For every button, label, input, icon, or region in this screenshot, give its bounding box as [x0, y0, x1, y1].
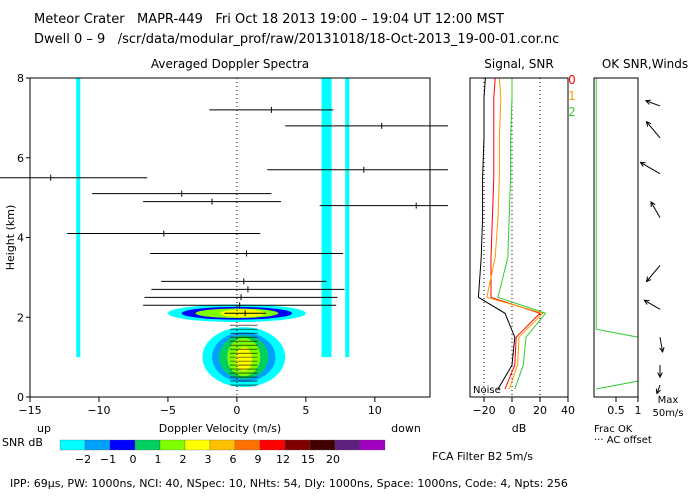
signal-axes-frame: [469, 77, 569, 398]
header-dwell-line: Dwell 0 – 9 /scr/data/modular_prof/raw/2…: [34, 32, 559, 47]
colorbar-tick-label: 15: [301, 453, 315, 466]
dwell-range: Dwell 0 – 9: [34, 32, 106, 47]
signal-series-line: [490, 77, 541, 390]
colorbar-tick-label: 20: [326, 453, 340, 466]
mode-legend-item: 1: [568, 89, 576, 103]
colorbar-tick-label: 9: [255, 453, 262, 466]
frac-ok-line: [595, 78, 639, 390]
colorbar-swatch: [309, 439, 336, 451]
signal-x-tick-label: −20: [472, 404, 495, 417]
wind-arrow-head: [643, 299, 650, 305]
wind-arrow-head: [644, 99, 651, 105]
signal-x-tick-label: 20: [533, 404, 547, 417]
noise-label: Noise: [473, 385, 501, 396]
ok-x-tick-label: 1: [635, 404, 642, 417]
spectra-x-tick-label: −15: [18, 404, 41, 417]
ac-offset-label: ··· AC offset: [594, 435, 652, 446]
spectra-x-tick-label: 5: [302, 404, 309, 417]
colorbar-tick-label: 1: [155, 453, 162, 466]
wind-arrow-head: [655, 388, 661, 395]
wind-arrow: [656, 384, 661, 394]
max-label: Max: [658, 395, 679, 406]
wind-arrow: [640, 162, 661, 175]
colorbar-tick-label: 3: [205, 453, 212, 466]
spectra-x-tick-label: 10: [368, 404, 382, 417]
file-path: /scr/data/modular_prof/raw/20131018/18-O…: [117, 32, 560, 47]
wind-arrow-head: [645, 276, 652, 283]
wind-arrow: [659, 337, 664, 353]
wind-arrow-head: [657, 372, 663, 379]
colorbar-swatch: [334, 439, 361, 451]
datetime: Fri Oct 18 2013 19:00 – 19:04 UT 12:00 M…: [215, 12, 504, 27]
wind-arrow-head: [650, 201, 656, 207]
colorbar-tick-label: −2: [75, 453, 91, 466]
signal-x-tick-label: 0: [509, 404, 516, 417]
spectra-y-axis-label: Height (km): [4, 205, 17, 271]
colorbar-tick-label: 2: [180, 453, 187, 466]
ok-x-tick-label: 0.5: [607, 404, 625, 417]
wind-arrow: [646, 121, 661, 139]
signal-x-tick-label: 40: [561, 404, 575, 417]
colorbar-tick-label: 0: [130, 453, 137, 466]
wind-arrow-head: [659, 347, 665, 354]
down-label: down: [391, 422, 421, 435]
up-label: up: [37, 422, 51, 435]
signal-series-line: [497, 78, 547, 390]
ground-clutter-band: [345, 78, 350, 358]
spectra-x-tick-label: −10: [87, 404, 110, 417]
colorbar-label: SNR dB: [2, 436, 43, 449]
wind-arrow: [646, 265, 661, 282]
header-title: Meteor Crater MAPR-449 Fri Oct 18 2013 1…: [34, 12, 504, 27]
colorbar-swatch: [259, 439, 286, 451]
wind-arrow: [650, 201, 661, 218]
spectra-y-tick-label: 8: [17, 72, 24, 85]
wind-arrow-head: [639, 161, 646, 167]
colorbar-tick-label: 12: [276, 453, 290, 466]
colorbar-swatch: [234, 439, 261, 451]
mode-legend-item: 0: [568, 73, 576, 87]
spectra-y-tick-label: 2: [17, 311, 24, 324]
colorbar-swatch: [134, 439, 161, 451]
colorbar-swatch: [184, 439, 211, 451]
signal-title: Signal, SNR: [484, 57, 553, 71]
spectra-x-axis-label: Doppler Velocity (m/s): [159, 422, 281, 435]
colorbar-swatch: [159, 439, 186, 451]
colorbar-tick-label: −1: [100, 453, 116, 466]
max-value-label: 50m/s: [652, 408, 683, 419]
spectra-x-tick-label: 0: [233, 404, 240, 417]
ground-clutter-band: [321, 78, 332, 358]
ground-clutter-band: [76, 78, 81, 358]
signal-series-line: [486, 77, 544, 390]
wind-arrow: [645, 100, 661, 107]
frac-ok-label: Frac OK: [594, 424, 633, 435]
spectra-x-tick-label: −5: [160, 404, 176, 417]
site-name: Meteor Crater: [34, 12, 125, 27]
wind-arrow-head: [645, 120, 652, 127]
spectra-title: Averaged Doppler Spectra: [151, 57, 309, 71]
ok-axes-frame: [593, 77, 639, 398]
spectra-y-tick-label: 4: [17, 232, 24, 245]
colorbar-tick-label: 6: [230, 453, 237, 466]
signal-x-axis-label: dB: [512, 422, 527, 435]
spectra-y-tick-label: 6: [17, 152, 24, 165]
radar-name: MAPR-449: [136, 12, 203, 27]
spectra-y-tick-label: 0: [17, 391, 24, 404]
colorbar-swatch: [284, 439, 311, 451]
wind-arrow: [644, 299, 661, 310]
colorbar-swatch: [109, 439, 136, 451]
footer-parameters: IPP: 69μs, PW: 1000ns, NCI: 40, NSpec: 1…: [10, 477, 568, 490]
ok-winds-title: OK SNR,Winds: [602, 57, 688, 71]
colorbar-swatch: [84, 439, 111, 451]
signal-series-line: [477, 77, 516, 390]
colorbar-swatch: [359, 439, 386, 451]
mode-legend-item: 2: [568, 105, 576, 119]
colorbar-swatch: [209, 439, 236, 451]
colorbar-swatch: [59, 439, 86, 451]
filter-label: FCA Filter B2 5m/s: [432, 450, 533, 463]
spectral-echo-blob: [235, 347, 253, 372]
